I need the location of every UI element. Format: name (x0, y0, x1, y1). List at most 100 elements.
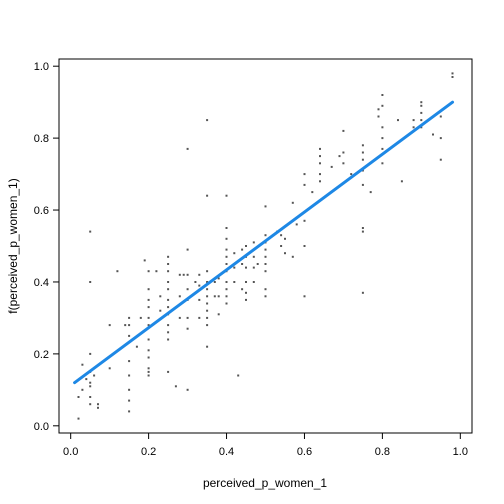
fit-line-layer (73, 100, 455, 385)
data-point (420, 111, 423, 114)
data-point (330, 165, 333, 168)
data-point (128, 316, 131, 319)
data-point (264, 295, 267, 298)
data-point (147, 324, 150, 327)
data-point (350, 173, 353, 176)
x-tick-label: 0.4 (219, 446, 234, 458)
data-point (245, 291, 247, 294)
data-point (178, 316, 181, 319)
data-point (264, 270, 267, 273)
data-point (206, 288, 209, 291)
data-point (167, 338, 170, 341)
data-point (225, 248, 228, 251)
data-point (361, 230, 364, 233)
data-point (319, 180, 321, 183)
data-point (264, 288, 267, 291)
data-point (198, 298, 201, 301)
data-point (225, 295, 228, 298)
data-point (252, 255, 255, 258)
data-point (233, 281, 236, 283)
data-point (381, 126, 384, 129)
data-point (284, 237, 286, 240)
data-point (225, 263, 228, 265)
data-point (206, 316, 209, 319)
data-point (147, 370, 150, 373)
data-point (319, 147, 321, 150)
data-point (233, 252, 236, 255)
data-point (182, 273, 185, 276)
data-point (303, 173, 306, 176)
data-point (81, 363, 84, 366)
y-tick-label: 1.0 (34, 61, 49, 73)
data-point (361, 158, 364, 161)
data-point (213, 295, 216, 298)
data-point (174, 385, 177, 388)
data-point (213, 281, 216, 283)
data-point (206, 270, 209, 273)
y-tick-label: 0.4 (34, 277, 49, 289)
data-point (167, 331, 170, 334)
data-point (237, 374, 240, 377)
data-point (381, 137, 384, 140)
data-point (206, 345, 209, 348)
data-point (206, 302, 209, 305)
data-point (369, 191, 372, 194)
data-point (178, 295, 181, 298)
data-point (128, 360, 131, 363)
data-point (291, 255, 294, 258)
data-point (135, 345, 138, 348)
data-point (108, 367, 111, 370)
data-point (303, 245, 306, 247)
data-point (303, 219, 306, 222)
data-point (108, 324, 111, 327)
data-point (89, 230, 92, 233)
data-point (342, 151, 345, 154)
data-point (342, 162, 345, 165)
data-point (159, 309, 162, 312)
data-point (206, 309, 209, 312)
data-point (147, 316, 150, 319)
data-point (342, 129, 345, 132)
data-point (432, 133, 434, 136)
data-point (167, 370, 170, 373)
data-point (147, 374, 150, 377)
data-point (381, 147, 384, 150)
data-point (206, 324, 209, 327)
data-point (245, 245, 247, 247)
data-point (451, 72, 454, 75)
data-point (198, 273, 201, 276)
data-point (252, 266, 255, 269)
data-point (295, 223, 298, 226)
data-point (400, 180, 403, 183)
data-point (89, 281, 92, 283)
data-point (225, 255, 228, 258)
data-point (167, 288, 170, 291)
data-point (241, 288, 244, 291)
data-point (420, 126, 423, 129)
x-axis: 0.0 0.2 0.4 0.6 0.8 1.0 (63, 433, 468, 458)
data-point (186, 147, 189, 150)
data-point (186, 273, 189, 276)
data-point (155, 270, 158, 273)
data-point (225, 281, 228, 283)
data-point (89, 403, 92, 406)
data-point (147, 288, 150, 291)
data-point (206, 281, 209, 283)
x-tick-label: 0.6 (297, 446, 312, 458)
data-point (439, 115, 442, 118)
data-point (264, 263, 267, 265)
data-point (147, 298, 150, 301)
data-point (245, 281, 247, 283)
data-point (245, 266, 247, 269)
data-point (198, 316, 201, 319)
data-point (128, 324, 131, 327)
data-point (280, 245, 283, 247)
data-point (361, 183, 364, 186)
x-axis-title: perceived_p_women_1 (203, 476, 327, 490)
data-point (89, 396, 92, 398)
data-point (167, 306, 170, 309)
data-point (81, 388, 84, 391)
data-point (245, 298, 247, 301)
data-point (233, 266, 236, 269)
data-point (412, 126, 415, 129)
